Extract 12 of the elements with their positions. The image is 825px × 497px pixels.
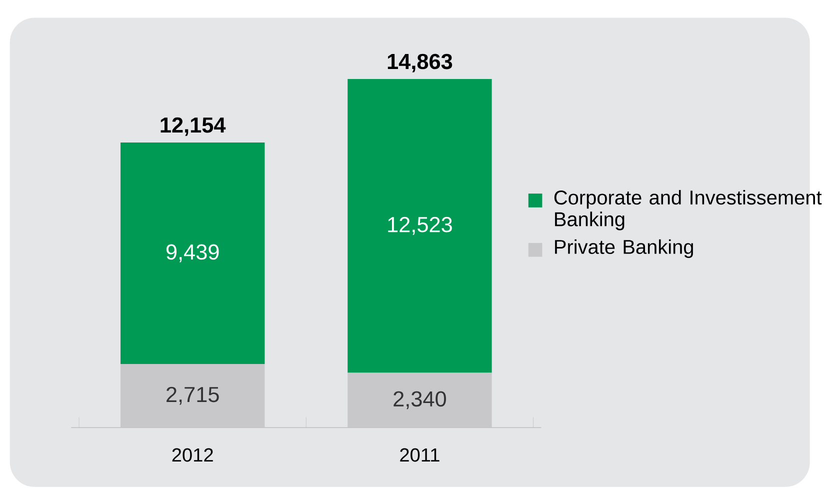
bar — [348, 79, 492, 373]
legend-label: Private Banking — [555, 239, 693, 258]
bar — [120, 142, 265, 364]
data-label: 2,340 — [394, 391, 446, 410]
data-label: 2,715 — [166, 386, 219, 405]
data-label: 9,439 — [166, 244, 219, 262]
x-tick-label: 2011 — [400, 448, 440, 462]
total-label: 14,863 — [388, 54, 452, 72]
data-label: 12,523 — [388, 217, 452, 235]
legend-label: Corporate and Investissement Banking — [554, 190, 822, 230]
total-label: 12,154 — [160, 117, 226, 136]
x-tick-label: 2012 — [172, 448, 213, 462]
